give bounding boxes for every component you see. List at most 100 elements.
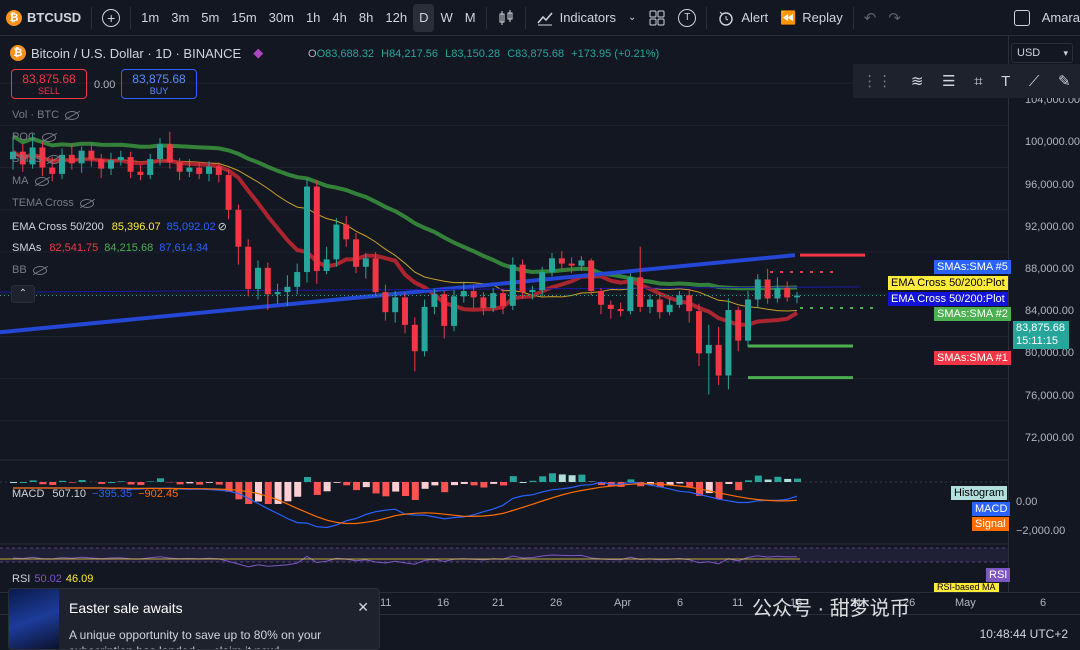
drag-handle-icon[interactable]: ⋮⋮ — [862, 73, 893, 90]
user-menu[interactable]: Amara — [1036, 0, 1080, 36]
candle-body — [343, 224, 350, 240]
layouts-button[interactable] — [642, 0, 672, 36]
redo-button[interactable]: ↷ — [882, 0, 907, 36]
macd-histogram-bar — [245, 482, 253, 504]
utc-clock[interactable]: 10:48:44 UTC+2 — [979, 627, 1068, 641]
time-axis-label: 6 — [677, 597, 684, 609]
indicator-poc[interactable]: POC — [12, 131, 56, 143]
candle-body — [568, 263, 575, 266]
indicators-button[interactable]: Indicators — [530, 0, 622, 36]
indicator-bb[interactable]: BB — [12, 264, 47, 276]
currency-select[interactable]: USD ▾ — [1011, 43, 1073, 63]
bitcoin-logo-icon: ₿ — [6, 9, 22, 26]
square-icon — [1013, 9, 1030, 26]
macd-histogram-bar — [666, 482, 674, 486]
close-icon[interactable]: ✕ — [357, 599, 369, 615]
pattern-tools-icon[interactable]: ⌗ — [974, 72, 983, 90]
pen-tool-icon[interactable]: ✎ — [1058, 73, 1071, 90]
price-chart[interactable] — [0, 0, 1080, 614]
eye-hidden-icon[interactable] — [79, 198, 94, 208]
candle-body — [382, 292, 389, 313]
promo-toast[interactable]: Easter sale awaits A unique opportunity … — [8, 588, 380, 650]
eye-hidden-icon[interactable] — [32, 265, 47, 275]
grid-layout-icon — [649, 10, 665, 25]
tag-sma5: SMAs:SMA #5 — [934, 260, 1011, 274]
fib-tools-icon[interactable]: ☰ — [942, 73, 956, 90]
indicator-vol[interactable]: Vol · BTC — [12, 109, 80, 121]
timeframe-M[interactable]: M — [464, 10, 476, 25]
divider — [130, 6, 132, 29]
add-symbol-button[interactable]: + — [96, 0, 126, 36]
sell-button[interactable]: 83,875.68 SELL — [11, 69, 87, 99]
price-axis[interactable]: 104,000.00 100,000.00 96,000.00 92,000.00 88… — [1008, 36, 1080, 592]
macd-histogram-bar — [490, 482, 498, 484]
replay-button[interactable]: ⏪ Replay — [774, 0, 849, 36]
timeframe-1h[interactable]: 1h — [305, 10, 321, 25]
timeframe-5m[interactable]: 5m — [201, 10, 220, 25]
macd-histogram-bar — [284, 482, 292, 502]
alert-label: Alert — [741, 10, 769, 25]
timeframe-8h[interactable]: 8h — [358, 10, 374, 25]
ohlc-high: H84,217.56 — [381, 48, 439, 60]
buy-button[interactable]: 83,875.68 BUY — [121, 69, 197, 99]
rsi-legend[interactable]: RSI 50.02 46.09 — [12, 573, 93, 585]
chevron-down-icon: ▾ — [1063, 48, 1068, 58]
indicators-icon — [537, 12, 553, 25]
candle-body — [509, 264, 516, 306]
ema-cross-value-1: 85,396.07 — [111, 220, 161, 233]
timeframe-W[interactable]: W — [440, 10, 453, 25]
timeframe-15m[interactable]: 15m — [231, 10, 257, 25]
indicator-ma[interactable]: MA — [12, 175, 49, 187]
symbol-search[interactable]: ₿ BTCUSD — [0, 0, 87, 36]
macd-histogram-bar — [78, 480, 86, 482]
candle-body — [441, 294, 448, 326]
layout-toggle-button[interactable] — [1008, 0, 1036, 36]
price-axis-label: 100,000.00 — [1025, 136, 1080, 149]
tag-rsi: RSI — [986, 568, 1011, 582]
rsi-band — [0, 548, 1008, 562]
candle-body — [451, 296, 457, 326]
brush-tool-icon[interactable]: ⟋ — [1028, 72, 1040, 90]
candle-body — [206, 166, 212, 174]
eye-hidden-icon[interactable] — [34, 176, 49, 186]
macd-histogram-bar — [274, 482, 282, 504]
candle-body — [39, 147, 46, 168]
alert-button[interactable]: Alert — [711, 0, 774, 36]
indicator-ema-cross[interactable]: EMA Cross 50/200 85,396.07 85,092.02 ⊘ — [12, 220, 227, 234]
candle-body — [215, 166, 222, 175]
timeframe-1m[interactable]: 1m — [141, 10, 160, 25]
templates-button[interactable]: T — [672, 0, 702, 36]
price-axis-label: 72,000.00 — [1025, 431, 1074, 444]
timeframe-4h[interactable]: 4h — [332, 10, 347, 25]
time-axis-label: 11 — [380, 597, 392, 609]
eye-hidden-icon[interactable] — [41, 132, 56, 142]
macd-histogram-bar — [686, 482, 694, 487]
text-tool-icon[interactable]: T — [1001, 72, 1011, 90]
eye-hidden-icon[interactable] — [47, 154, 62, 164]
undo-button[interactable]: ↶ — [858, 0, 883, 36]
timeframe-D[interactable]: D — [413, 3, 435, 32]
macd-legend[interactable]: MACD 507.10 −395.35 −902.45 — [12, 488, 178, 500]
ema-cross-value-2: 85,092.02 — [166, 220, 216, 233]
time-axis-label: 26 — [550, 597, 563, 609]
indicator-label: RSI — [12, 573, 31, 585]
macd-histogram-bar — [19, 482, 27, 483]
eye-hidden-icon[interactable] — [65, 110, 80, 120]
indicator-smas-hidden[interactable]: SMAs — [12, 153, 62, 165]
timeframe-30m[interactable]: 30m — [268, 10, 294, 25]
bar-countdown: 15:11:15 — [1016, 335, 1059, 347]
timeframe-3m[interactable]: 3m — [171, 10, 190, 25]
market-status-icon: ◆ — [253, 45, 264, 60]
indicator-smas[interactable]: SMAs 82,541.75 84,215.68 87,614.34 — [12, 242, 208, 254]
collapse-legend-button[interactable]: ⌃ — [11, 285, 35, 303]
price-axis-label: 80,000.00 — [1025, 347, 1074, 360]
timeframe-12h[interactable]: 12h — [385, 10, 408, 25]
tag-macd: MACD — [972, 502, 1011, 516]
chart-type-button[interactable] — [491, 0, 521, 36]
indicator-tema-cross[interactable]: TEMA Cross — [12, 197, 94, 209]
candle-body — [157, 144, 163, 160]
macd-histogram-bar — [794, 478, 801, 482]
settings-circle-icon[interactable]: ⊘ — [217, 221, 227, 233]
indicators-dropdown-button[interactable]: ⌄ — [622, 0, 642, 36]
trend-line-tools-icon[interactable]: ≋ — [910, 73, 924, 90]
